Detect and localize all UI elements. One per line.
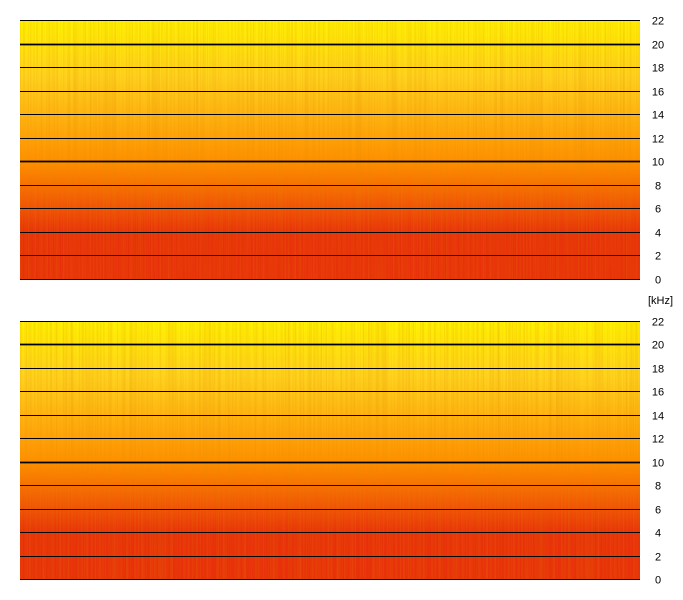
- ytick-label: 16: [652, 387, 664, 399]
- unit-label: [kHz]: [648, 295, 673, 307]
- ytick-label: 2: [655, 552, 661, 564]
- ytick-label: 10: [652, 157, 664, 169]
- ytick-label: 18: [652, 364, 664, 376]
- ytick-label: 20: [652, 40, 664, 52]
- ytick-label: 20: [652, 340, 664, 352]
- spectrogram-texture: [20, 20, 640, 279]
- ytick-label: 22: [652, 317, 664, 329]
- ytick-label: 14: [652, 411, 664, 423]
- spectrogram-panel-bottom: 0 2 4 6 8 10 12 14 16 18 20 22: [20, 317, 664, 587]
- ytick-label: 16: [652, 87, 664, 99]
- ytick-label: 18: [652, 63, 664, 75]
- ytick-label: 6: [655, 204, 661, 216]
- spectrogram-texture: [20, 321, 640, 579]
- ytick-label: 4: [655, 228, 661, 240]
- ytick-label: 2: [655, 251, 661, 263]
- ytick-label: 0: [655, 575, 661, 587]
- ytick-label: 4: [655, 528, 661, 540]
- ytick-label: 0: [655, 275, 661, 287]
- ytick-label: 12: [652, 134, 664, 146]
- ytick-label: 8: [655, 181, 661, 193]
- ytick-label: 12: [652, 434, 664, 446]
- ytick-label: 22: [652, 16, 664, 28]
- ytick-label: 6: [655, 505, 661, 517]
- ytick-label: 14: [652, 110, 664, 122]
- spectrogram-panel-top: 0 2 4 6 8 10 12 14 16 18 20 22: [20, 16, 664, 287]
- ytick-label: 10: [652, 458, 664, 470]
- ytick-label: 8: [655, 481, 661, 493]
